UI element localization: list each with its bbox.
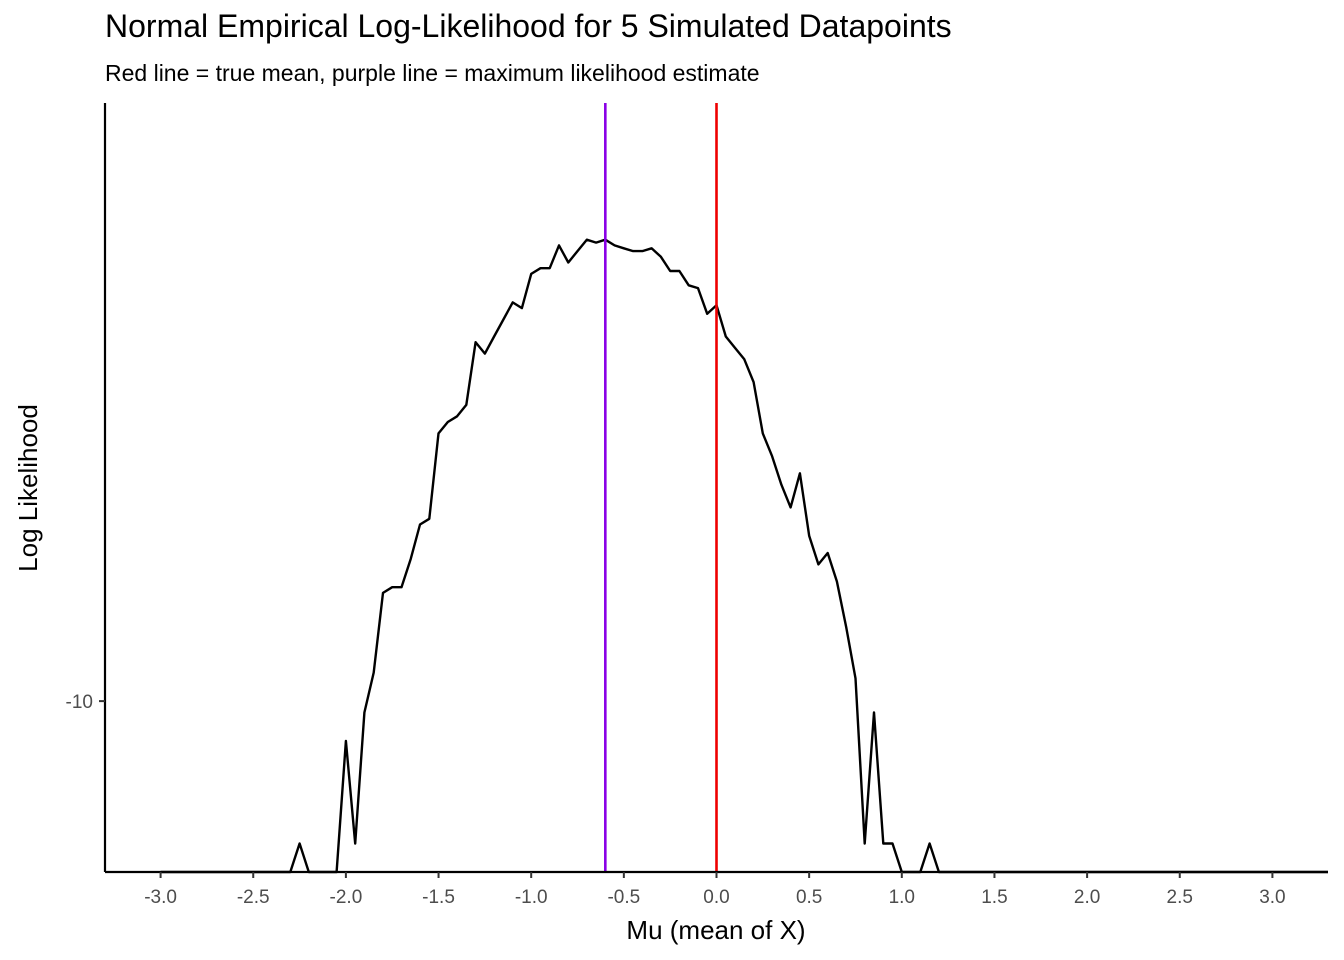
chart-title: Normal Empirical Log-Likelihood for 5 Si… — [105, 8, 952, 44]
x-tick-label: -1.0 — [515, 887, 548, 908]
x-tick-label: 3.0 — [1259, 887, 1285, 908]
x-axis-title: Mu (mean of X) — [626, 915, 805, 945]
x-tick-label: -3.0 — [144, 887, 177, 908]
x-tick-label: 0.0 — [703, 887, 729, 908]
x-tick-label: -2.5 — [237, 887, 270, 908]
x-tick-label: -1.5 — [422, 887, 455, 908]
x-tick-label: 1.0 — [889, 887, 915, 908]
x-tick-label: -0.5 — [607, 887, 640, 908]
chart-subtitle: Red line = true mean, purple line = maxi… — [105, 60, 760, 86]
x-tick-label: 1.5 — [981, 887, 1007, 908]
y-axis-title: Log Likelihood — [13, 404, 43, 572]
y-tick-label: -10 — [66, 692, 93, 713]
x-tick-label: -2.0 — [330, 887, 363, 908]
x-tick-label: 0.5 — [796, 887, 822, 908]
x-tick-label: 2.5 — [1167, 887, 1193, 908]
series-line-0 — [160, 238, 1328, 874]
x-tick-label: 2.0 — [1074, 887, 1100, 908]
